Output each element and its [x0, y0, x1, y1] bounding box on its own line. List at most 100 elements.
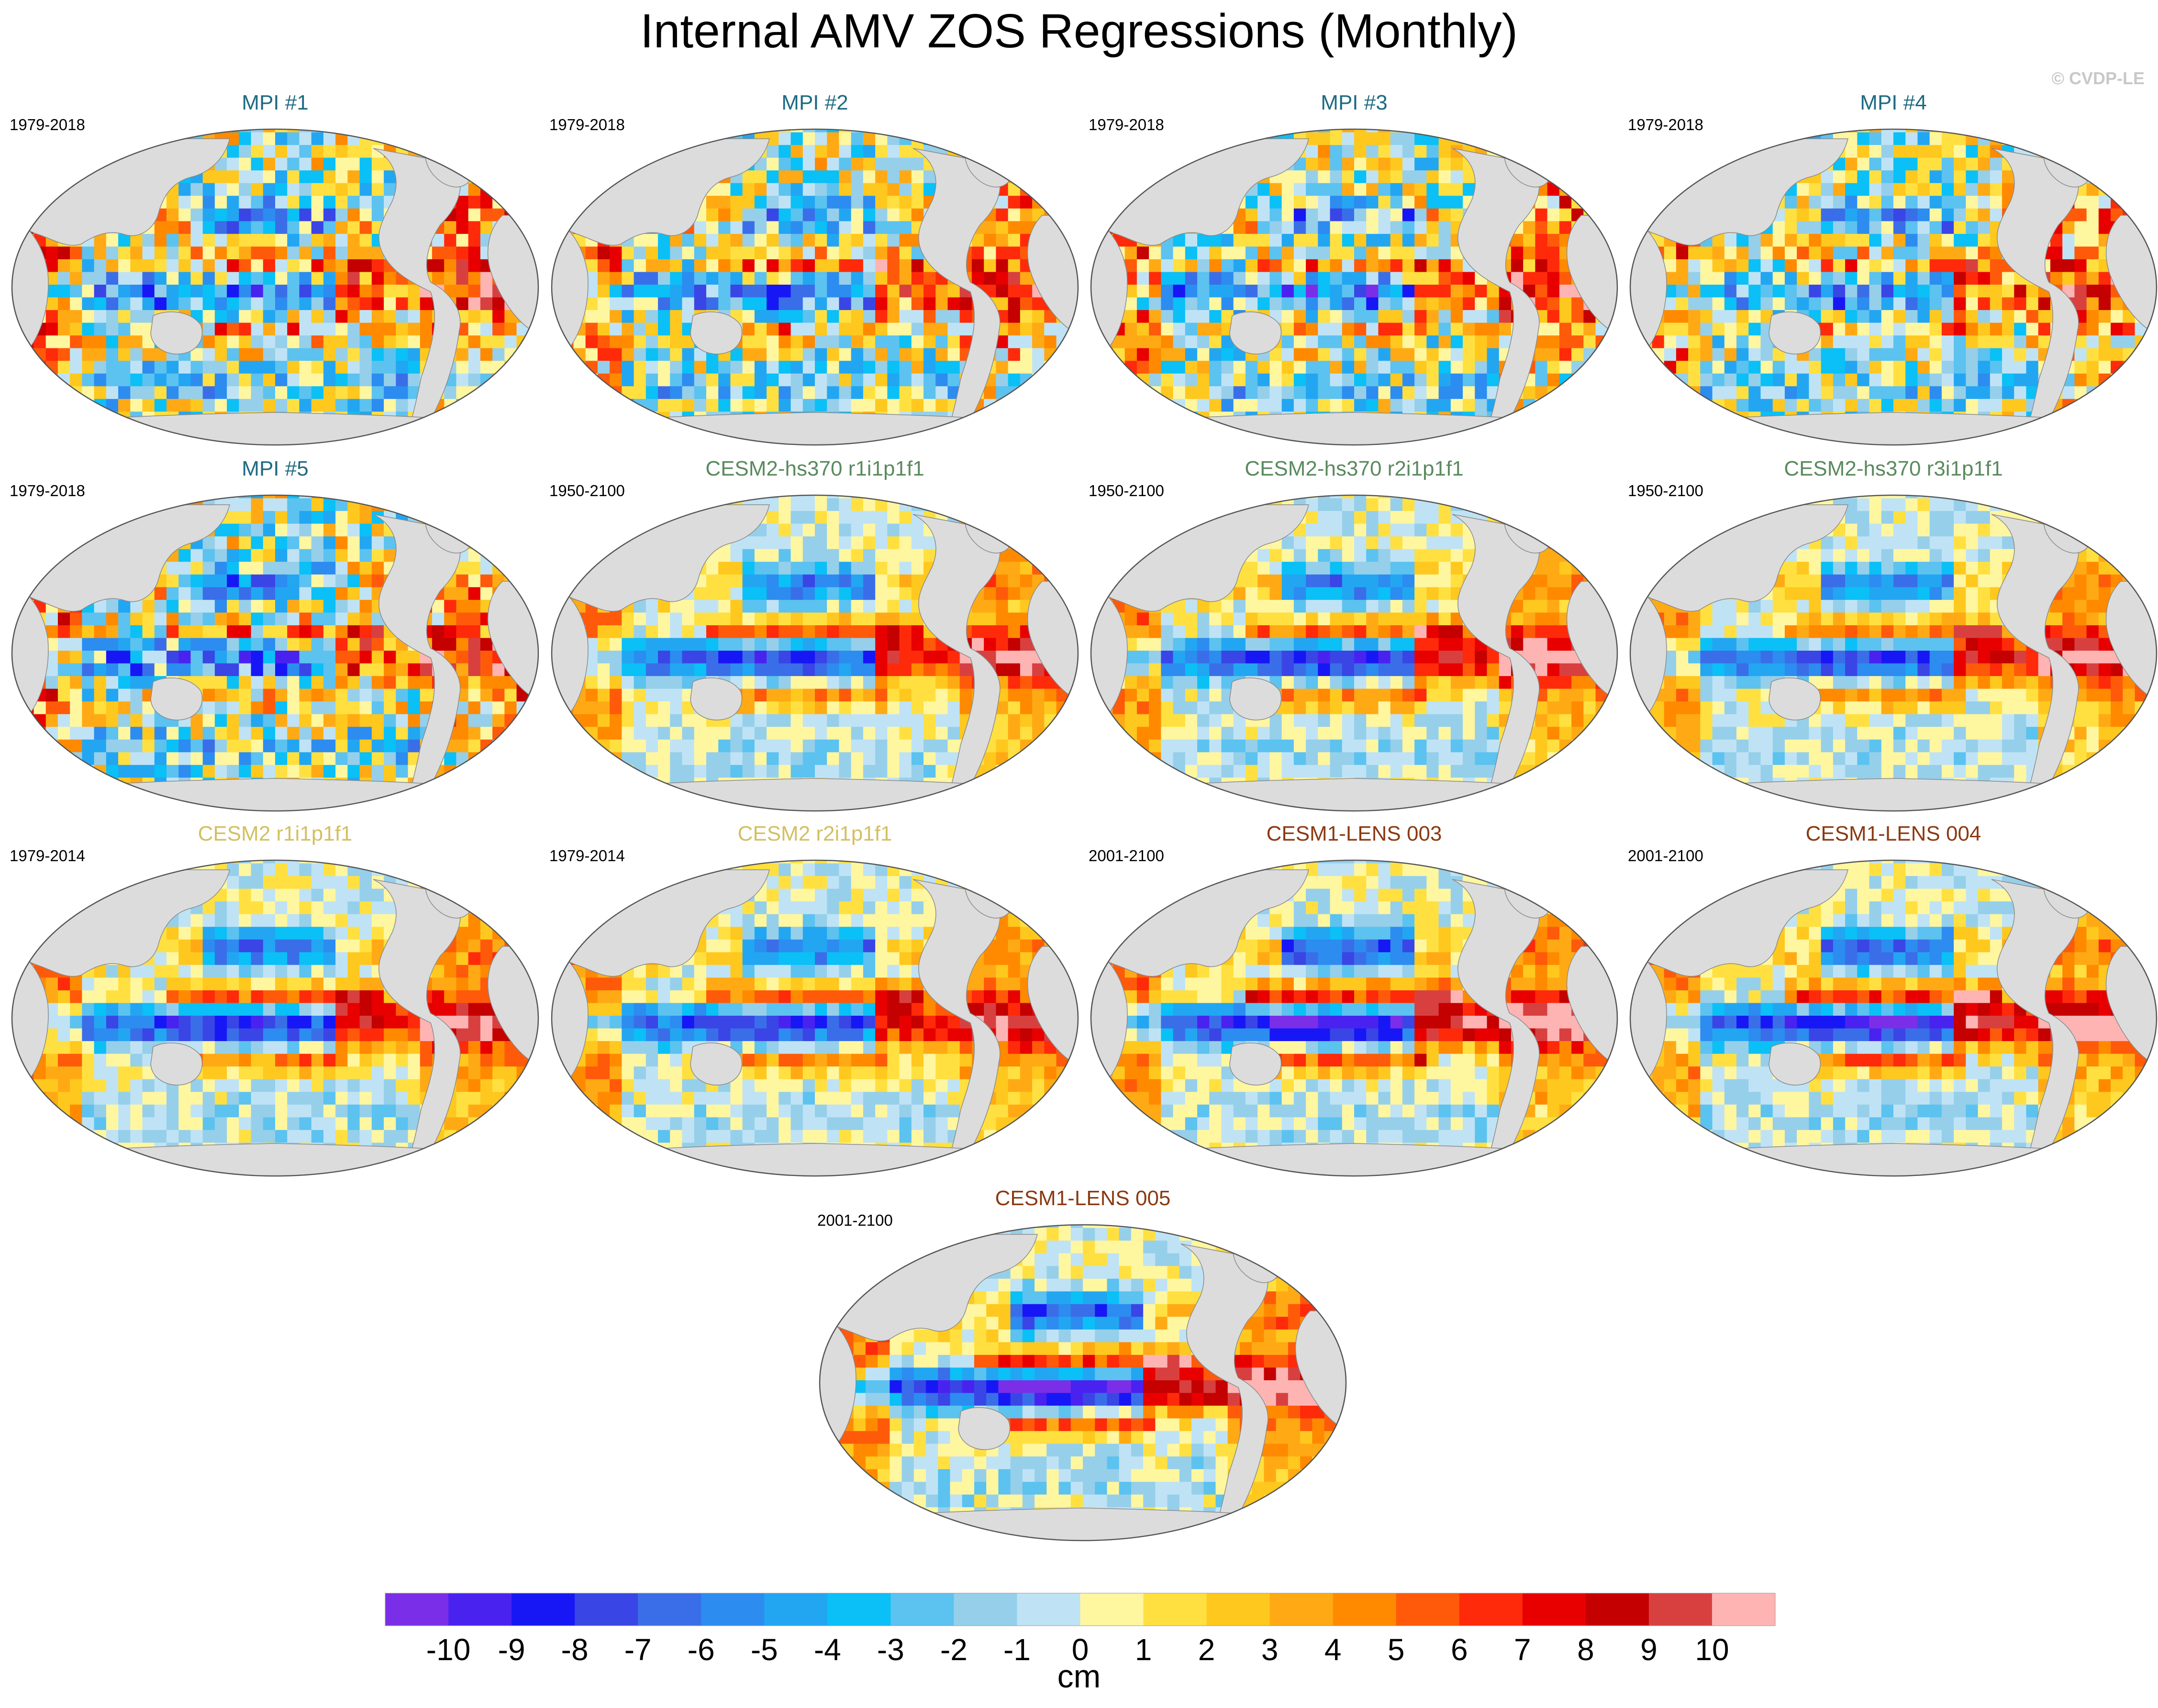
map-panel: CESM1-LENS 004 2001-2100 — [1628, 822, 2158, 1186]
colorbar-swatch — [575, 1593, 638, 1626]
map-field — [820, 1225, 1346, 1541]
colorbar-tick-label: -5 — [751, 1632, 778, 1665]
panel-title: MPI #4 — [1860, 91, 1927, 114]
land-mass — [552, 778, 1078, 811]
land-mass — [1566, 946, 1617, 1062]
land-mass — [1566, 581, 1617, 697]
map-field — [1091, 495, 1617, 811]
robinson-map — [819, 1224, 1347, 1542]
land-mass — [1027, 581, 1078, 697]
panel-title: MPI #2 — [781, 91, 848, 114]
map-panel: CESM2 r1i1p1f1 1979-2014 — [10, 822, 541, 1186]
land-mass — [12, 1143, 538, 1176]
colorbar-tick-label: 6 — [1451, 1632, 1468, 1665]
land-mass — [487, 946, 538, 1062]
map-border — [1090, 494, 1618, 812]
panel-period: 2001-2100 — [1628, 847, 1703, 865]
panel-period: 1979-2018 — [10, 116, 85, 133]
land-mass — [150, 311, 203, 355]
map-panel: CESM2 r2i1p1f1 1979-2014 — [549, 822, 1080, 1186]
land-mass — [1229, 311, 1282, 355]
panel-title: MPI #3 — [1321, 91, 1388, 114]
panel-title: CESM2-hs370 r1i1p1f1 — [705, 457, 924, 480]
colorbar-swatch — [1459, 1593, 1523, 1626]
colorbar-swatch — [1333, 1593, 1397, 1626]
map-border — [551, 859, 1079, 1177]
colorbar-tick-label: -2 — [940, 1632, 968, 1665]
panel-period: 2001-2100 — [1089, 847, 1164, 865]
colorbar-swatch — [1396, 1593, 1460, 1626]
map-field — [552, 129, 1078, 445]
land-mass — [1769, 311, 1821, 355]
robinson-map — [1090, 128, 1618, 446]
colorbar-unit-label: cm — [1057, 1658, 1101, 1695]
robinson-map — [551, 128, 1079, 446]
map-panel: MPI #2 1979-2018 — [549, 91, 1080, 455]
map-panel: CESM1-LENS 003 2001-2100 — [1089, 822, 1620, 1186]
land-mass — [820, 1508, 1346, 1541]
panel-period: 1979-2014 — [10, 847, 85, 865]
map-panel: CESM1-LENS 005 2001-2100 — [817, 1187, 1348, 1550]
panel-title: CESM1-LENS 004 — [1805, 822, 1981, 845]
panel-period: 1950-2100 — [549, 482, 625, 499]
map-field — [1630, 129, 2157, 445]
map-field — [552, 860, 1078, 1176]
map-panel: CESM2-hs370 r1i1p1f1 1950-2100 — [549, 457, 1080, 821]
map-border — [551, 128, 1079, 446]
panel-period: 2001-2100 — [817, 1211, 893, 1229]
colorbar-tick-label: -6 — [688, 1632, 715, 1665]
map-field — [12, 860, 538, 1176]
robinson-map — [1090, 494, 1618, 812]
map-border — [11, 128, 539, 446]
land-mass — [1091, 412, 1617, 445]
colorbar-swatch — [1080, 1593, 1144, 1626]
land-mass — [1769, 677, 1821, 721]
robinson-map — [1629, 128, 2158, 446]
colorbar-tick-label: -9 — [498, 1632, 525, 1665]
map-panel: CESM2-hs370 r3i1p1f1 1950-2100 — [1628, 457, 2158, 821]
map-field — [1630, 495, 2157, 811]
colorbar-tick-label: -8 — [561, 1632, 589, 1665]
land-mass — [690, 1043, 743, 1086]
colorbar-swatch — [1143, 1593, 1207, 1626]
panel-title: CESM2 r1i1p1f1 — [198, 822, 353, 845]
land-mass — [2105, 946, 2157, 1062]
land-mass — [690, 311, 743, 355]
panel-period: 1979-2018 — [549, 116, 625, 133]
colorbar-tick-label: 0 — [1072, 1632, 1089, 1665]
colorbar-tick-label: -1 — [1003, 1632, 1031, 1665]
panel-title: CESM2 r2i1p1f1 — [737, 822, 892, 845]
map-border — [819, 1224, 1347, 1542]
colorbar-swatch — [512, 1593, 575, 1626]
land-mass — [1769, 1043, 1821, 1086]
panel-period: 1950-2100 — [1089, 482, 1164, 499]
land-mass — [690, 677, 743, 721]
map-panel: MPI #4 1979-2018 — [1628, 91, 2158, 455]
colorbar-tick-label: 5 — [1388, 1632, 1405, 1665]
map-panel: MPI #3 1979-2018 — [1089, 91, 1620, 455]
panel-period: 1979-2018 — [10, 482, 85, 499]
panel-title: CESM2-hs370 r3i1p1f1 — [1784, 457, 2003, 480]
panel-title: MPI #1 — [242, 91, 309, 114]
robinson-map — [1629, 859, 2158, 1177]
land-mass — [1630, 778, 2157, 811]
colorbar-tick-label: 3 — [1261, 1632, 1279, 1665]
map-border — [1090, 859, 1618, 1177]
land-mass — [1229, 677, 1282, 721]
land-mass — [1027, 946, 1078, 1062]
colorbar-swatch — [638, 1593, 701, 1626]
map-panel: MPI #1 1979-2018 — [10, 91, 541, 455]
robinson-map — [1090, 859, 1618, 1177]
land-mass — [1630, 412, 2157, 445]
colorbar-swatch — [954, 1593, 1017, 1626]
colorbar-tick-label: 10 — [1695, 1632, 1729, 1665]
panel-period: 1979-2018 — [1628, 116, 1703, 133]
map-border — [1629, 494, 2158, 812]
figure-title: Internal AMV ZOS Regressions (Monthly) — [640, 4, 1518, 58]
robinson-map — [11, 859, 539, 1177]
land-mass — [2105, 581, 2157, 697]
colorbar-tick-label: 1 — [1135, 1632, 1152, 1665]
land-mass — [1091, 778, 1617, 811]
colorbar-tick-label: -7 — [624, 1632, 652, 1665]
robinson-map — [551, 859, 1079, 1177]
